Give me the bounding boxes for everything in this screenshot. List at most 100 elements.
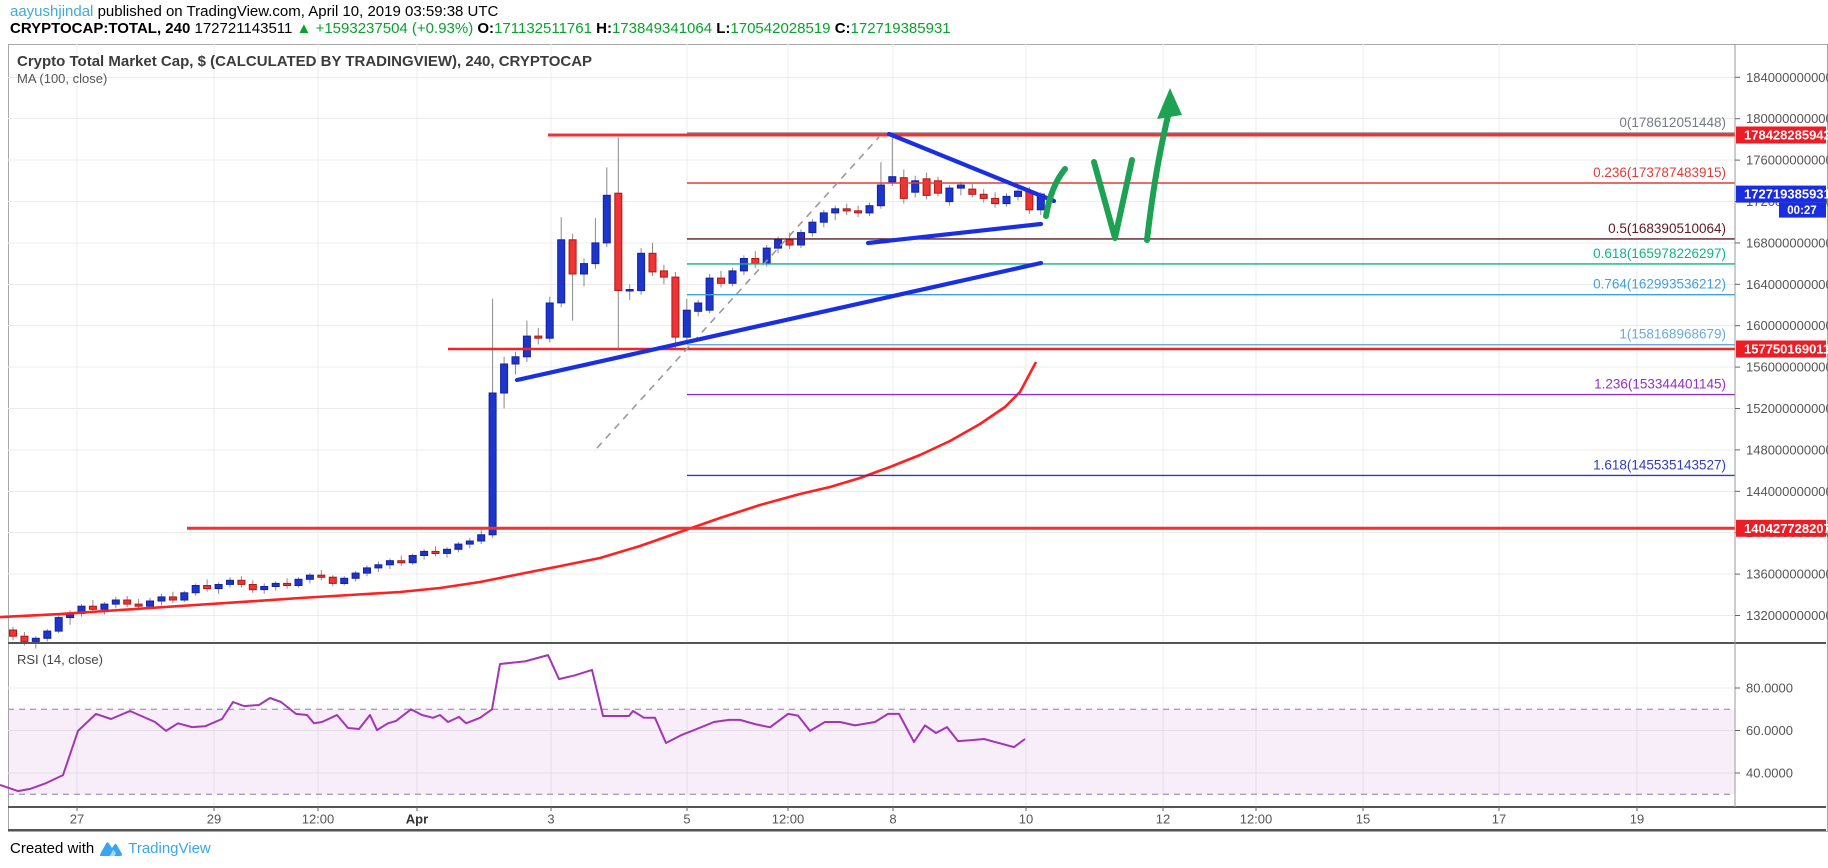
price-label-box <box>1736 519 1826 537</box>
svg-text:132000000000: 132000000000 <box>1746 608 1828 623</box>
publish-info: aayushjindal published on TradingView.co… <box>10 3 498 20</box>
candle-body <box>146 600 154 607</box>
svg-text:1.618(145535143527): 1.618(145535143527) <box>1593 457 1726 472</box>
candle-body <box>751 258 760 265</box>
chart-title: Crypto Total Market Cap, $ (CALCULATED B… <box>17 53 593 70</box>
countdown-text: 00:27 <box>1787 205 1816 217</box>
rsi-axis[interactable]: 80.0000 60.0000 40.0000 <box>1735 681 1793 781</box>
svg-text:164000000000: 164000000000 <box>1746 277 1828 292</box>
vertical-gridlines <box>76 44 1638 807</box>
candle-body <box>294 578 303 586</box>
svg-text:160000000000: 160000000000 <box>1746 318 1828 333</box>
svg-text:152000000000: 152000000000 <box>1746 401 1828 416</box>
blue-trendlines <box>514 131 1057 383</box>
candle-body <box>226 579 234 585</box>
svg-text:176000000000: 176000000000 <box>1746 153 1828 168</box>
main-gridlines <box>8 76 1735 616</box>
candle-body <box>43 630 52 639</box>
candle-body <box>956 184 965 189</box>
candle-body <box>248 584 257 591</box>
candle-body <box>20 635 29 642</box>
svg-text:27: 27 <box>70 812 84 827</box>
svg-text:1.236(153344401145): 1.236(153344401145) <box>1594 377 1726 392</box>
low-value: 170542028519 <box>730 20 831 37</box>
candle-body <box>614 192 623 291</box>
support-long <box>514 260 1044 383</box>
candle-body <box>340 577 349 584</box>
candle-body <box>9 629 17 637</box>
tradingview-logo-icon[interactable] <box>99 840 123 857</box>
svg-text:8: 8 <box>889 812 896 827</box>
candle-body <box>157 596 166 602</box>
footer: Created with TradingView <box>10 840 211 857</box>
candle-body <box>180 592 189 601</box>
candle-body <box>317 574 326 578</box>
svg-text:3: 3 <box>547 812 554 827</box>
candle-body <box>1002 195 1011 205</box>
time-axis[interactable]: 27 29 12:00 Apr 3 5 12:00 8 10 12 12:00 15 17 19 <box>70 807 1644 827</box>
candle-body <box>545 302 554 339</box>
candle-body <box>1014 190 1022 197</box>
svg-text:29: 29 <box>207 812 221 827</box>
svg-text:19: 19 <box>1630 812 1644 827</box>
fib-retracement-lines <box>687 132 1735 477</box>
candle-body <box>397 560 406 564</box>
candle-body <box>602 194 611 244</box>
svg-text:12:00: 12:00 <box>772 812 805 827</box>
svg-text:12:00: 12:00 <box>302 812 335 827</box>
candle-body <box>739 258 748 272</box>
candle-body <box>477 534 486 542</box>
candle-body <box>911 180 920 193</box>
svg-text:5: 5 <box>683 812 690 827</box>
candle-body <box>363 567 371 574</box>
svg-text:Apr: Apr <box>406 812 428 827</box>
publish-text: published on TradingView.com, April 10, … <box>93 3 499 20</box>
change-value: +1593237504 (+0.93%) <box>315 20 474 37</box>
svg-text:136000000000: 136000000000 <box>1746 567 1828 582</box>
candle-body <box>625 289 634 292</box>
svg-text:40.0000: 40.0000 <box>1746 766 1793 781</box>
symbol-name: CRYPTOCAP:TOTAL, 240 <box>10 20 191 37</box>
candle-body <box>328 576 337 584</box>
candle-body <box>580 263 588 275</box>
author-link[interactable]: aayushjindal <box>10 3 94 20</box>
svg-text:10: 10 <box>1019 812 1033 827</box>
candle-body <box>842 208 851 212</box>
candle-body <box>237 579 246 585</box>
rsi-indicator-label: RSI (14, close) <box>17 652 103 667</box>
countdown-box <box>1779 202 1826 218</box>
candle-body <box>785 239 794 246</box>
candle-body <box>568 239 577 275</box>
candle-body <box>500 363 509 394</box>
candle-body <box>214 584 223 590</box>
candle-body <box>934 180 942 194</box>
svg-text:12: 12 <box>1156 812 1170 827</box>
candle-body <box>637 252 646 292</box>
ma-indicator-label: MA (100, close) <box>17 71 108 86</box>
svg-text:144000000000: 144000000000 <box>1746 484 1828 499</box>
price-label-box <box>1736 340 1826 358</box>
last-value: 172721143511 <box>194 20 293 37</box>
tradingview-link[interactable]: TradingView <box>128 840 211 857</box>
candle-body <box>899 177 908 199</box>
candle-body <box>203 585 212 590</box>
high-value: 173849341064 <box>611 20 713 37</box>
svg-text:17: 17 <box>1492 812 1506 827</box>
candle-body <box>420 550 429 557</box>
svg-text:140427728207: 140427728207 <box>1744 521 1828 536</box>
triangle-upper <box>886 131 1057 204</box>
candle-body <box>808 221 817 234</box>
candle-body <box>100 603 109 610</box>
candle-body <box>945 187 954 203</box>
candle-body <box>865 205 874 214</box>
svg-text:0.5(168390510064): 0.5(168390510064) <box>1608 221 1726 236</box>
candle-body <box>979 193 988 199</box>
chart-frame <box>8 44 1828 832</box>
candle-body <box>123 599 132 605</box>
candle-body <box>465 540 474 545</box>
svg-text:1(158168968679): 1(158168968679) <box>1619 327 1726 342</box>
candle-body <box>991 197 1000 205</box>
rsi-gridlines <box>8 687 1735 774</box>
svg-text:172719385931: 172719385931 <box>1744 187 1828 202</box>
